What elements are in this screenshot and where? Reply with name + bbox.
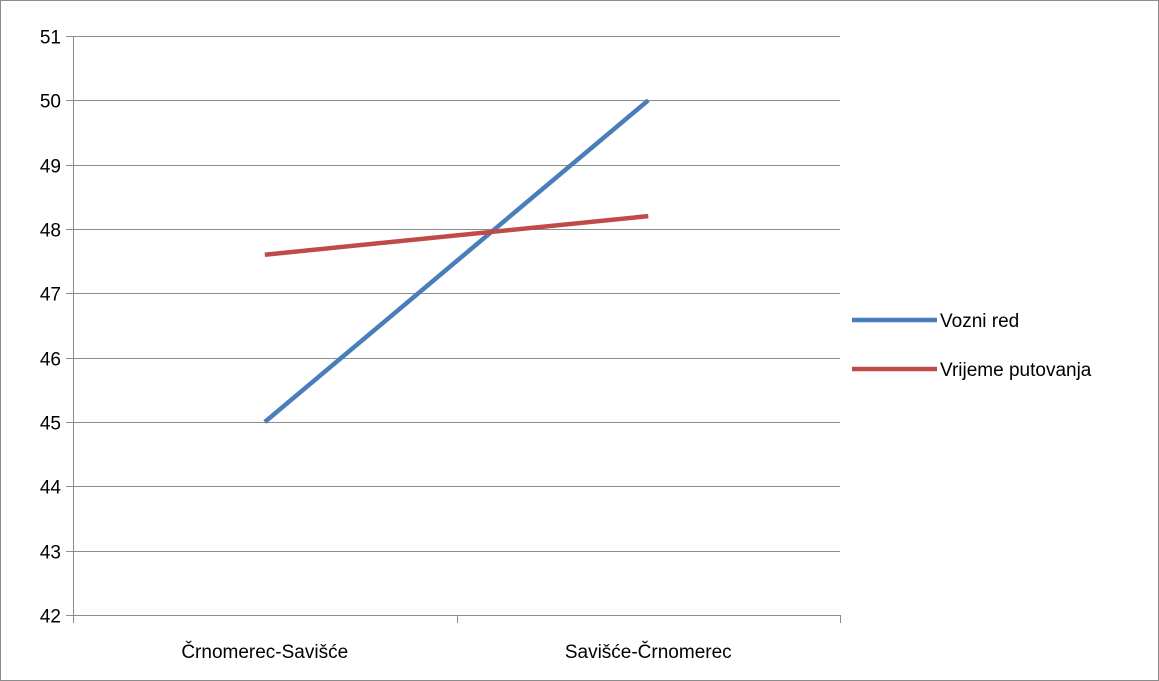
y-tick-label: 50 bbox=[40, 92, 61, 113]
legend: Vozni red Vrijeme putovanja bbox=[852, 311, 1092, 381]
legend-label: Vrijeme putovanja bbox=[940, 360, 1092, 381]
series-line-1 bbox=[264, 213, 649, 257]
series-line-0 bbox=[263, 98, 650, 424]
x-tick-label: Črnomerec-Savišće bbox=[181, 641, 348, 663]
y-tick-label: 43 bbox=[40, 543, 61, 564]
x-tick-label: Savišće-Črnomerec bbox=[565, 641, 732, 663]
y-tick-label: 48 bbox=[40, 221, 61, 242]
y-tick-label: 47 bbox=[40, 285, 61, 306]
y-tick-label: 49 bbox=[40, 157, 61, 178]
series-lines bbox=[263, 98, 650, 424]
y-tick-label: 44 bbox=[40, 478, 62, 499]
y-tick-label: 42 bbox=[40, 607, 61, 628]
y-tick-label: 46 bbox=[40, 350, 61, 371]
y-tick-label: 51 bbox=[40, 28, 61, 49]
axes: 42 43 44 45 46 47 48 49 50 51 Črnomerec-Savišće Sav… bbox=[40, 28, 841, 663]
legend-label: Vozni red bbox=[940, 311, 1019, 332]
y-tick-label: 45 bbox=[40, 414, 61, 435]
gridlines bbox=[73, 36, 840, 616]
